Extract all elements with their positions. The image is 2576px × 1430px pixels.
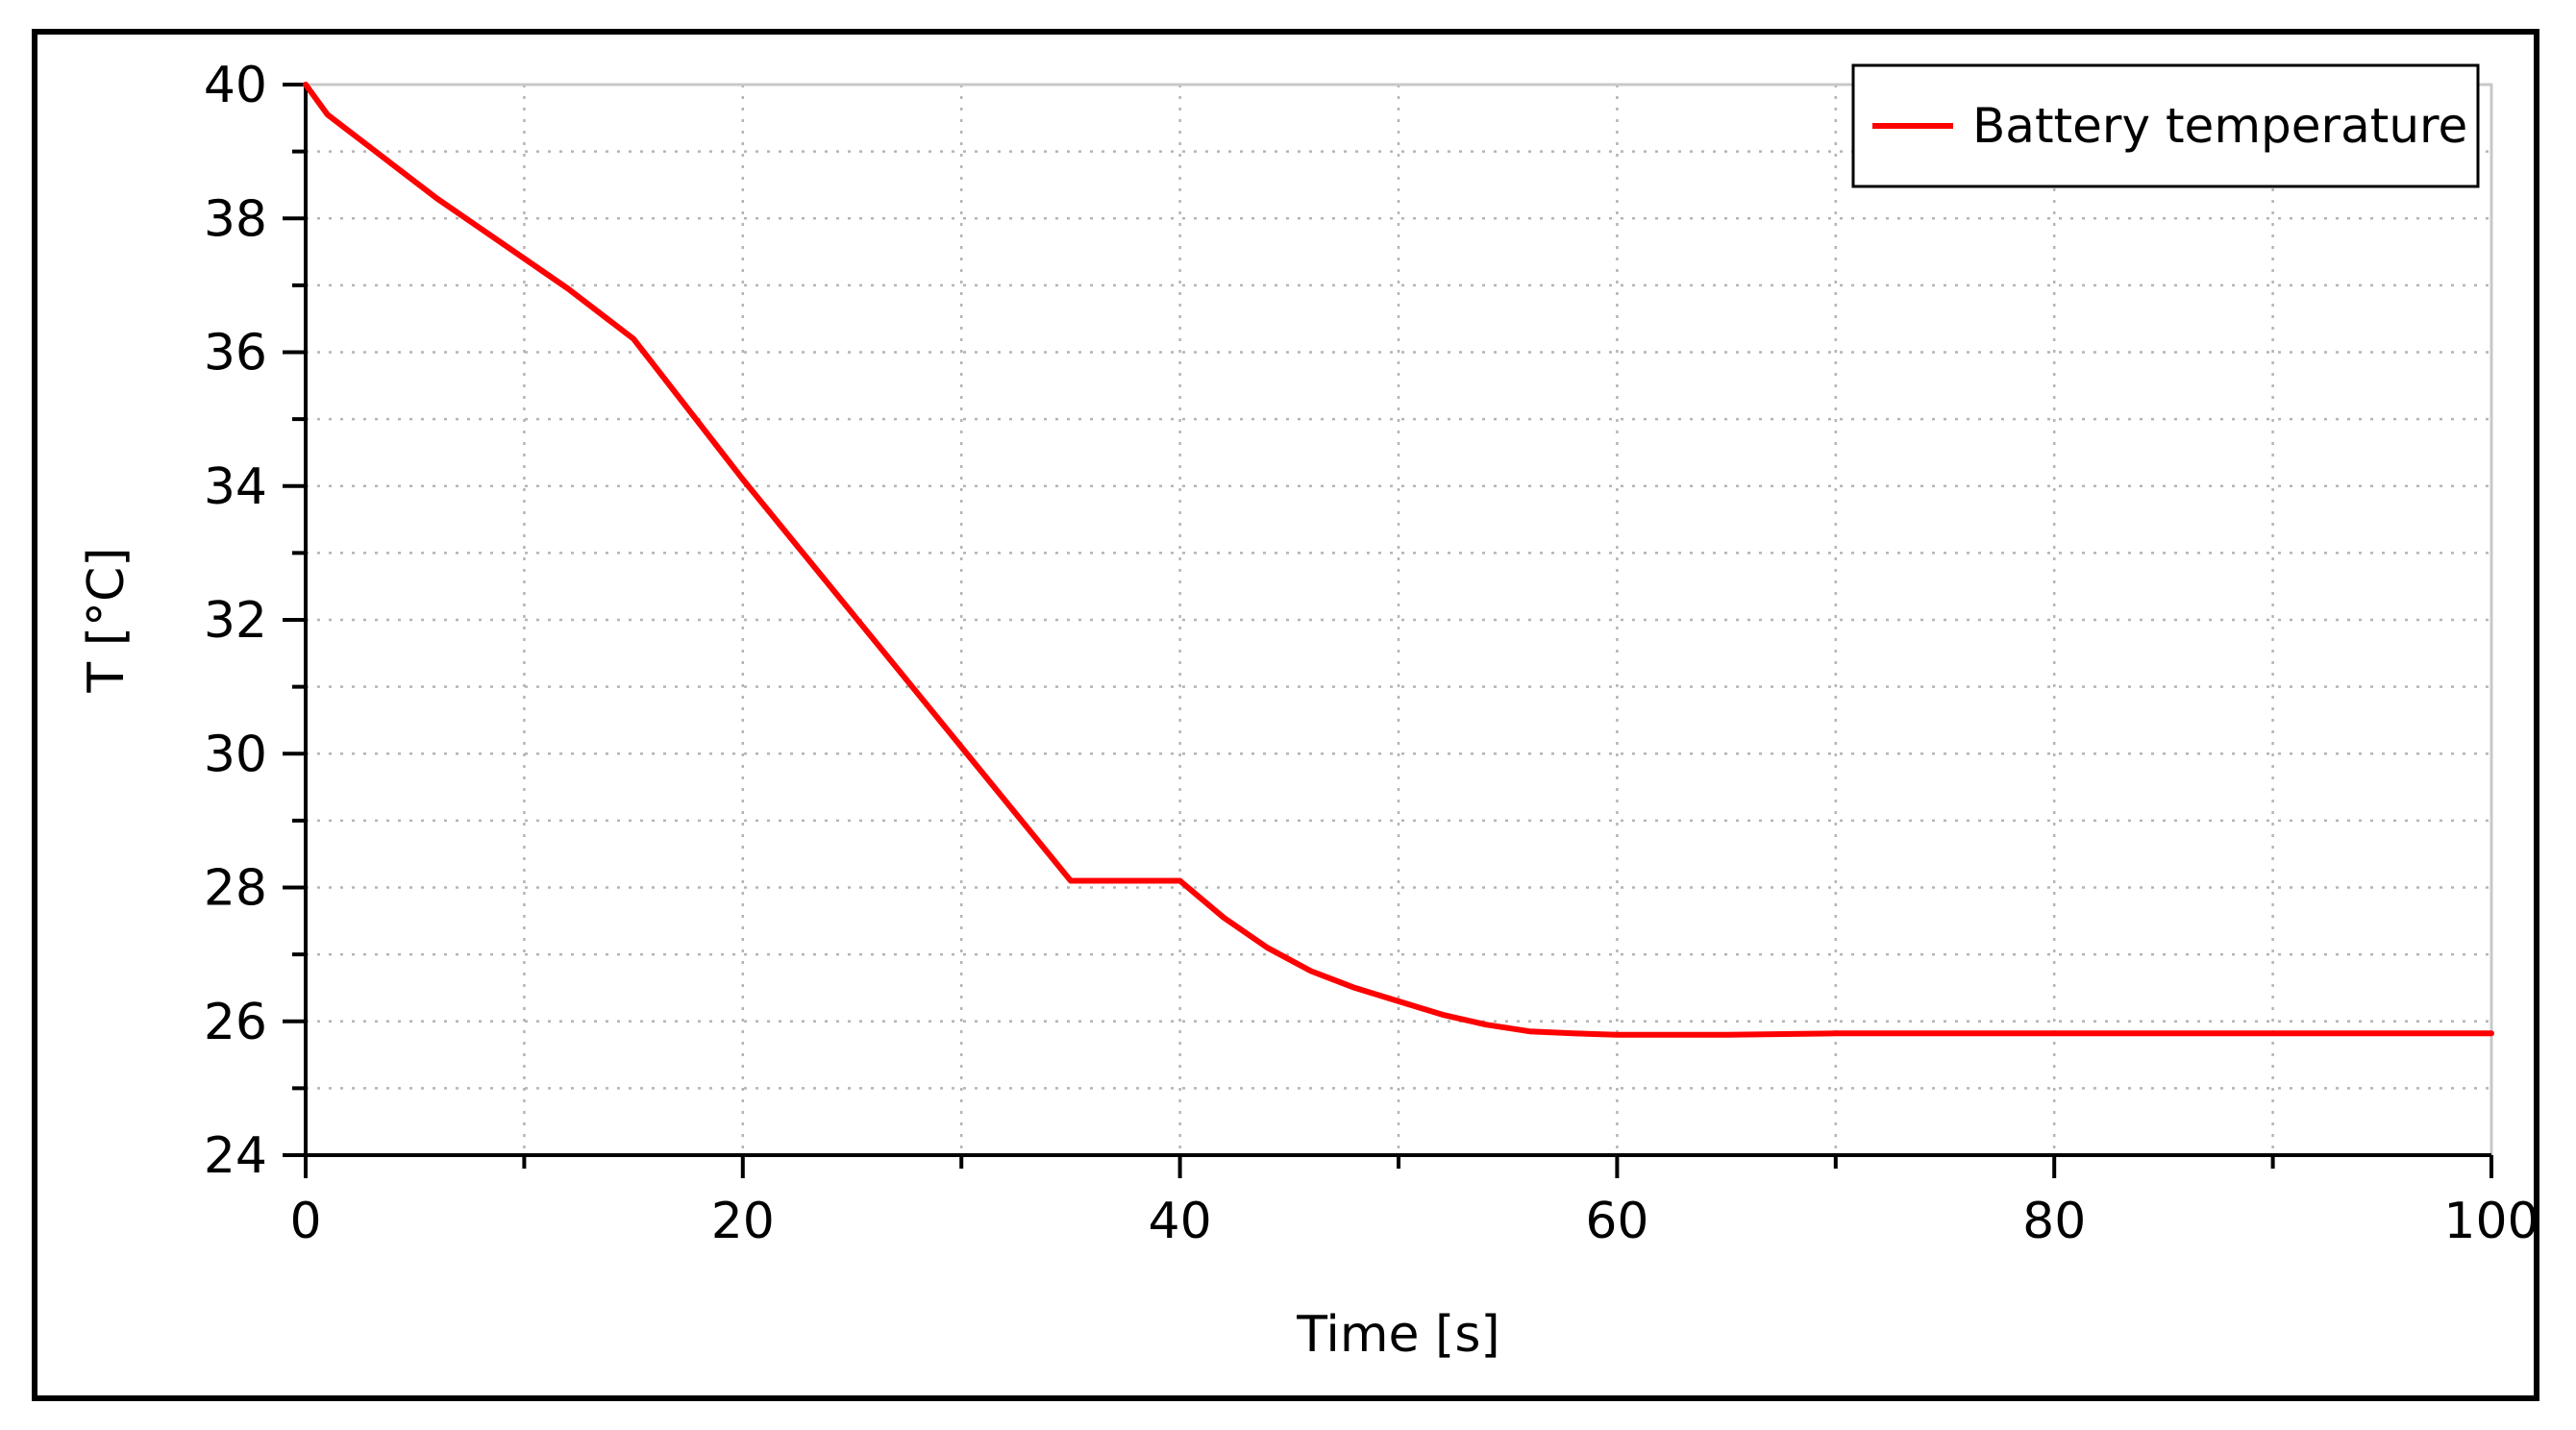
axes <box>283 83 2493 1178</box>
legend-label: Battery temperature <box>1972 98 2467 154</box>
legend: Battery temperature <box>1851 63 2480 188</box>
x-tick-label: 40 <box>1149 1193 1212 1250</box>
legend-box <box>1851 63 2480 188</box>
x-tick-label: 20 <box>711 1193 775 1250</box>
y-tick-label: 40 <box>204 57 267 114</box>
y-tick-label: 34 <box>204 458 267 516</box>
x-tick-label: 0 <box>289 1193 321 1250</box>
x-tick-label: 100 <box>2443 1193 2539 1250</box>
x-tick-label: 60 <box>1585 1193 1648 1250</box>
y-tick-label: 30 <box>204 726 267 783</box>
y-tick-label: 24 <box>204 1127 267 1185</box>
series-layer <box>303 82 2494 1038</box>
y-tick-labels: 24 26 28 30 32 34 36 38 40 <box>204 57 267 1185</box>
y-tick-label: 32 <box>204 592 267 650</box>
figure-frame <box>32 29 2539 1401</box>
x-tick-labels: 0 20 40 60 80 100 <box>289 1193 2539 1250</box>
y-tick-label: 28 <box>204 860 267 918</box>
y-tick-label: 26 <box>204 994 267 1051</box>
x-tick-label: 80 <box>2022 1193 2086 1250</box>
x-axis-title: Time [s] <box>1296 1306 1499 1364</box>
y-tick-label: 38 <box>204 190 267 248</box>
y-axis-title: T [°C] <box>78 547 136 693</box>
series-line <box>303 82 2494 1038</box>
grid <box>306 85 2491 1155</box>
y-tick-label: 36 <box>204 325 267 382</box>
